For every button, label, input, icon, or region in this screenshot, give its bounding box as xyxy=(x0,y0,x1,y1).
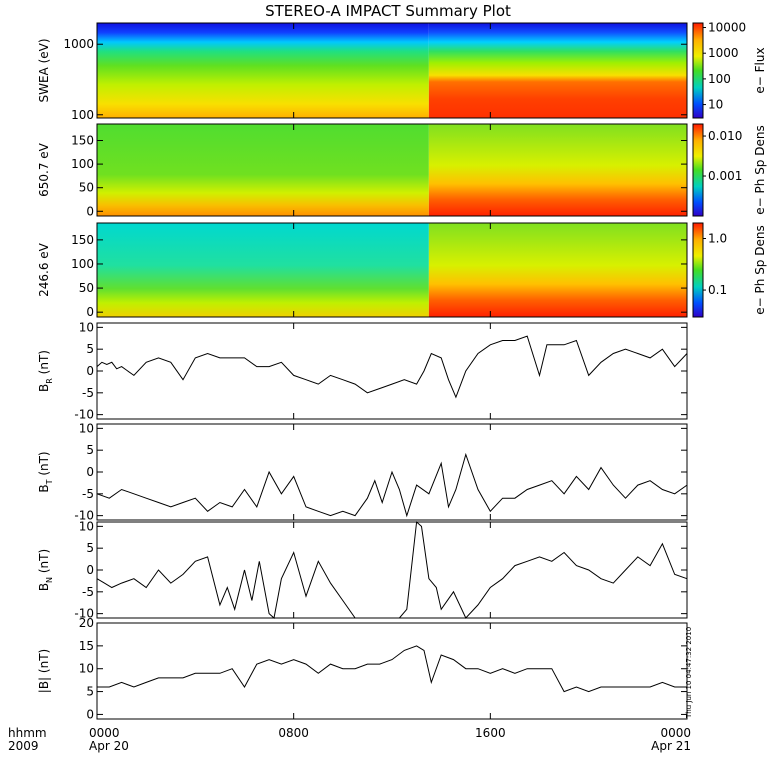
timestamp-label: Thu Jun 10 04:47:32 2010 xyxy=(685,627,693,719)
bn-ytick-label: 5 xyxy=(86,541,94,555)
bt-ytick-label: 5 xyxy=(86,443,94,457)
bt-ytick-label: -10 xyxy=(74,509,94,523)
br-ytick-label: 10 xyxy=(79,320,94,334)
swea-colorbar-tick-label: 1000 xyxy=(708,46,739,60)
pad650-spectrogram-post xyxy=(428,124,687,216)
bn-ylabel: BN (nT) xyxy=(37,549,54,591)
pad246-spectrogram-pre xyxy=(97,223,429,317)
bt-ytick-label: -5 xyxy=(82,487,94,501)
pad246-ytick-label: 100 xyxy=(71,257,94,271)
xtick-date-label: Apr 20 xyxy=(89,739,129,753)
pad650-ytick-label: 150 xyxy=(71,134,94,148)
pad650-ytick-label: 50 xyxy=(79,181,94,195)
bt-ytick-label: 0 xyxy=(86,465,94,479)
bmag-series-line xyxy=(97,645,687,693)
pad246-colorbar-tick-label: 0.1 xyxy=(708,283,727,297)
bt-ytick-label: 10 xyxy=(79,421,94,435)
swea-ytick-label: 1000 xyxy=(63,37,94,51)
pad246-ylabel: 246.6 eV xyxy=(37,242,51,297)
swea-colorbar-scale xyxy=(692,22,704,119)
swea-spectrogram-post xyxy=(428,23,687,118)
xtick-date-label: Apr 21 xyxy=(651,739,691,753)
panel-pad650: 150 100 50 0 650.7 eV xyxy=(37,123,688,218)
br-ytick-label: -10 xyxy=(74,408,94,422)
pad246-spectrogram-post xyxy=(428,223,687,317)
swea-colorbar-label: e− Flux xyxy=(753,47,767,93)
swea-frame xyxy=(96,22,688,119)
swea-ytick-label: 100 xyxy=(71,108,94,122)
pad246-ytick-label: 0 xyxy=(86,305,94,319)
pad650-colorbar-label: e− Ph Sp Dens xyxy=(753,125,767,214)
bmag-ytick-label: 5 xyxy=(86,685,94,699)
bt-ylabel: BT (nT) xyxy=(37,451,54,492)
panel-bmag: 20 15 10 5 0 |B| (nT) xyxy=(37,616,688,721)
pad650-colorbar-tick-label: 0.001 xyxy=(708,169,742,183)
colorbars: 10000 1000 100 10 e− Flux 0.010 0.001 e− Ph Sp … xyxy=(692,21,767,318)
xtick-label: 0800 xyxy=(278,726,309,740)
bn-ytick-label: -5 xyxy=(82,585,94,599)
br-ytick-label: 5 xyxy=(86,342,94,356)
pad650-spectrogram-pre xyxy=(97,124,429,216)
pad246-colorbar-tick-label: 1.0 xyxy=(708,232,727,246)
pad246-frame xyxy=(96,222,688,318)
corner-label-hhmm: hhmm xyxy=(8,726,47,740)
swea-colorbar-tick-label: 10000 xyxy=(708,21,746,35)
panel-br: 10 5 0 -5 -10 BR (nT) xyxy=(37,320,688,422)
pad650-ylabel: 650.7 eV xyxy=(37,142,51,197)
pad650-ytick-label: 0 xyxy=(86,204,94,218)
pad650-ytick-label: 100 xyxy=(71,157,94,171)
bn-ytick-label: 0 xyxy=(86,563,94,577)
bmag-ytick-label: 10 xyxy=(79,662,94,676)
pad246-colorbar-scale xyxy=(692,222,704,318)
bn-ytick-label: 10 xyxy=(79,519,94,533)
pad246-colorbar-label: e− Ph Sp Dens xyxy=(753,225,767,314)
bt-series-line xyxy=(96,452,688,518)
plot-title: STEREO-A IMPACT Summary Plot xyxy=(265,2,511,20)
bmag-ytick-label: 20 xyxy=(79,616,94,630)
bmag-frame xyxy=(96,622,688,720)
corner-label-year: 2009 xyxy=(8,739,39,753)
pad246-colorbar: 1.0 0.1 e− Ph Sp Dens xyxy=(692,222,767,318)
pad246-ytick-label: 150 xyxy=(71,233,94,247)
bn-plot-area xyxy=(97,522,687,618)
swea-spectrogram-pre xyxy=(97,23,429,118)
panel-pad246: 150 100 50 0 246.6 eV xyxy=(37,222,688,319)
bmag-ylabel: |B| (nT) xyxy=(37,649,51,693)
pad650-colorbar-tick-label: 0.010 xyxy=(708,129,742,143)
bmag-ytick-label: 0 xyxy=(86,707,94,721)
bn-ytick-label: -10 xyxy=(74,607,94,621)
xtick-label: 1600 xyxy=(475,726,506,740)
br-plot-area xyxy=(97,323,687,419)
pad650-colorbar: 0.010 0.001 e− Ph Sp Dens xyxy=(692,123,767,217)
swea-colorbar-tick-label: 100 xyxy=(708,72,731,86)
panel-bt: 10 5 0 -5 -10 BT (nT) xyxy=(37,421,688,523)
panel-swea: 1000 100 SWEA (eV) xyxy=(37,22,688,122)
swea-colorbar: 10000 1000 100 10 e− Flux xyxy=(692,21,767,119)
pad650-colorbar-scale xyxy=(692,123,704,217)
pad246-ytick-label: 50 xyxy=(79,281,94,295)
br-series-line xyxy=(96,335,688,399)
pad650-frame xyxy=(96,123,688,217)
br-ytick-label: 0 xyxy=(86,364,94,378)
panel-bn: 10 5 0 -5 -10 BN (nT) xyxy=(37,519,688,621)
bmag-plot-area xyxy=(97,623,687,719)
swea-colorbar-tick-label: 10 xyxy=(708,98,723,112)
xtick-label: 0000 xyxy=(89,726,120,740)
bmag-ytick-label: 15 xyxy=(79,639,94,653)
br-ylabel: BR (nT) xyxy=(37,350,54,392)
br-ytick-label: -5 xyxy=(82,386,94,400)
swea-ylabel: SWEA (eV) xyxy=(37,38,51,102)
xtick-label: 0000 xyxy=(660,726,691,740)
